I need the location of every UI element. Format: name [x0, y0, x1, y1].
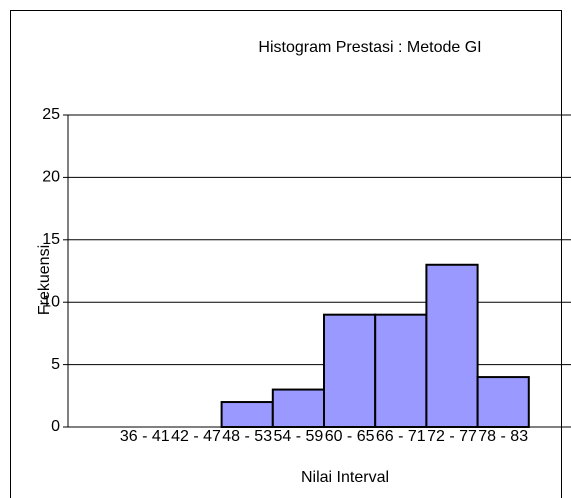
x-axis-label: Nilai Interval: [301, 469, 389, 486]
bar: [425, 263, 479, 429]
bar: [220, 401, 274, 429]
x-tick-label: 66 - 71: [376, 428, 426, 445]
x-tick-label: 48 - 53: [222, 428, 272, 445]
x-tick-label: 60 - 65: [325, 428, 375, 445]
y-tick-label: 15: [42, 231, 60, 248]
y-tick-label: 5: [51, 356, 60, 373]
x-tick-label: 54 - 59: [273, 428, 323, 445]
bar: [271, 388, 325, 428]
x-tick-label: 78 - 83: [478, 428, 528, 445]
y-tick-label: 25: [42, 106, 60, 123]
bar: [476, 376, 530, 428]
bar: [374, 313, 428, 428]
chart-title: Histogram Prestasi : Metode GI: [258, 39, 481, 56]
y-axis-label: Frekuensi: [36, 245, 53, 315]
x-tick-label: 42 - 47: [171, 428, 221, 445]
y-tick-label: 10: [42, 293, 60, 310]
x-tick-label: 72 - 77: [427, 428, 477, 445]
y-tick-label: 20: [42, 169, 60, 186]
y-tick-label: 0: [51, 418, 60, 435]
bar: [323, 313, 377, 428]
x-tick-label: 36 - 41: [120, 428, 170, 445]
chart-border: [10, 10, 562, 498]
